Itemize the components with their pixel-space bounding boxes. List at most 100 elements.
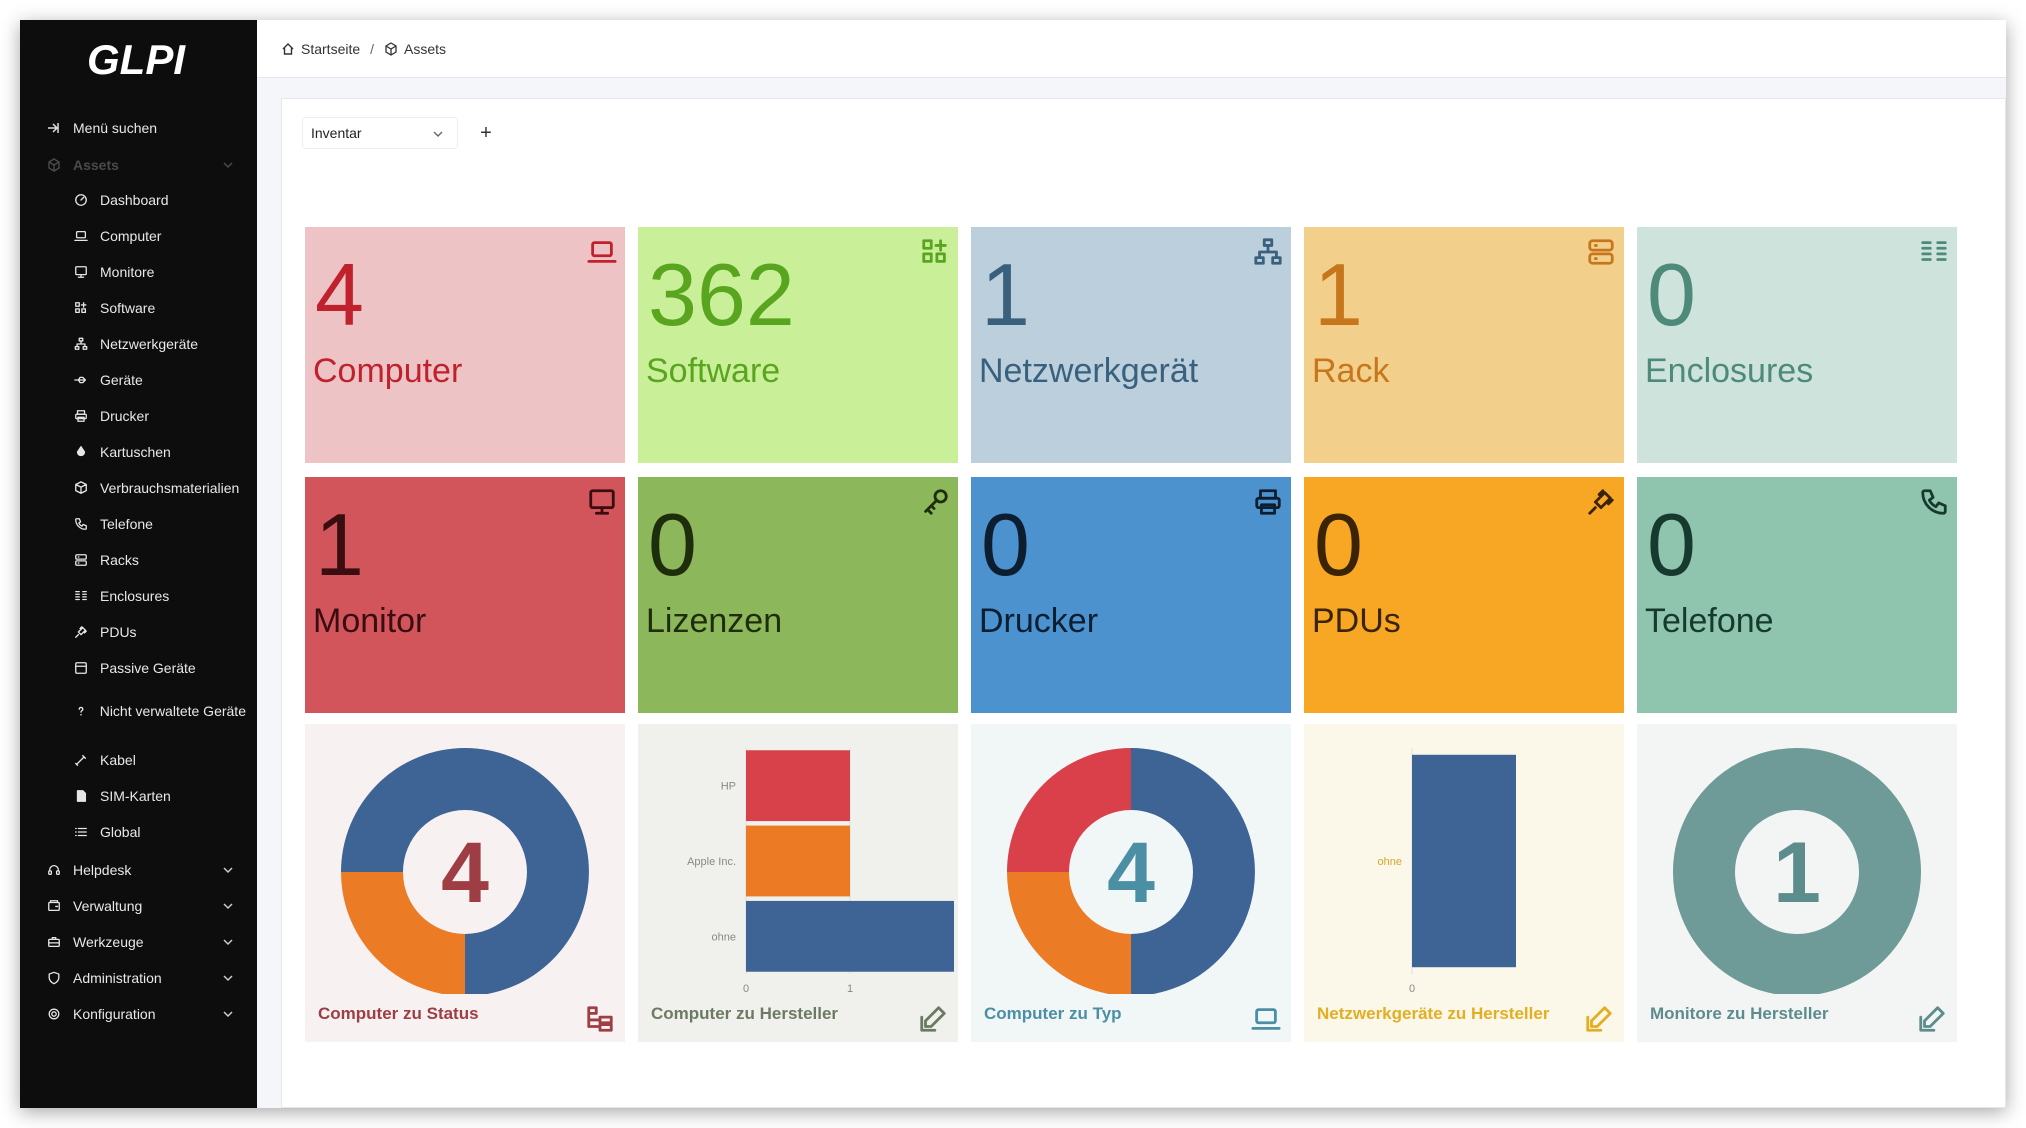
graph-card-title: Computer zu Status xyxy=(318,1004,479,1023)
y-category-label: ohne xyxy=(712,931,736,943)
sidebar-item-label: Kabel xyxy=(100,752,136,768)
sidebar-section-assets[interactable]: Assets xyxy=(20,150,257,180)
hierarchy-icon[interactable] xyxy=(585,1004,615,1034)
stat-card-label: PDUs xyxy=(1312,602,1401,640)
home-icon xyxy=(282,42,294,55)
pie-slice[interactable] xyxy=(341,872,465,994)
edit-icon[interactable] xyxy=(918,1004,948,1034)
sidebar-item-verbrauchsmaterialien[interactable]: Verbrauchsmaterialien xyxy=(20,473,257,503)
stat-card-drucker[interactable]: 0 Drucker xyxy=(971,477,1291,713)
sidebar-item-dashboard[interactable]: Dashboard xyxy=(20,185,257,215)
sidebar-item-drucker[interactable]: Drucker xyxy=(20,401,257,431)
stat-card-netzwerkgerät[interactable]: 1 Netzwerkgerät xyxy=(971,227,1291,463)
sidebar-item-racks[interactable]: Racks xyxy=(20,545,257,575)
stat-card-value: 0 xyxy=(648,495,697,594)
briefcase-icon xyxy=(45,933,63,951)
pie-slice[interactable] xyxy=(341,748,465,872)
sidebar-item-label: Kartuschen xyxy=(100,444,171,460)
pie-slice[interactable] xyxy=(1673,748,1921,994)
sidebar-section-administration[interactable]: Administration xyxy=(20,963,257,993)
stat-card-value: 0 xyxy=(981,495,1030,594)
stat-card-monitor[interactable]: 1 Monitor xyxy=(305,477,625,713)
breadcrumb-home-label: Startseite xyxy=(301,40,361,57)
sidebar-item-label: PDUs xyxy=(100,624,137,640)
server-icon xyxy=(1586,237,1616,267)
sidebar-section-konfiguration[interactable]: Konfiguration xyxy=(20,999,257,1029)
headset-icon xyxy=(45,861,63,879)
sidebar-item-telefone[interactable]: Telefone xyxy=(20,509,257,539)
sidebar-section-verwaltung[interactable]: Verwaltung xyxy=(20,891,257,921)
donut-center-label: 4 xyxy=(1107,825,1155,921)
sidebar-item-passive-geräte[interactable]: Passive Geräte xyxy=(20,653,257,683)
stat-card-value: 362 xyxy=(648,245,795,344)
sidebar-item-netzwerkgeräte[interactable]: Netzwerkgeräte xyxy=(20,329,257,359)
sidebar-section-helpdesk[interactable]: Helpdesk xyxy=(20,855,257,885)
sidebar-item-enclosures[interactable]: Enclosures xyxy=(20,581,257,611)
monitor-icon xyxy=(72,263,90,281)
dashboard-icon xyxy=(72,191,90,209)
pie-slice[interactable] xyxy=(1007,748,1131,872)
sidebar-item-computer[interactable]: Computer xyxy=(20,221,257,251)
stat-card-computer[interactable]: 4 Computer xyxy=(305,227,625,463)
graph-card-title: Netzwerkgeräte zu Hersteller xyxy=(1317,1004,1550,1023)
edit-icon[interactable] xyxy=(1917,1004,1947,1034)
sidebar: GLPI Menü suchen Assets Dashboard Compute… xyxy=(20,20,257,1108)
bar[interactable] xyxy=(1412,754,1516,968)
breadcrumb-assets[interactable]: Assets xyxy=(384,41,446,57)
list-icon xyxy=(72,823,90,841)
sidebar-section-label: Verwaltung xyxy=(73,898,143,914)
plug-icon xyxy=(1586,487,1616,517)
server-icon xyxy=(72,551,90,569)
sidebar-item-pdus[interactable]: PDUs xyxy=(20,617,257,647)
y-category-label: ohne xyxy=(1378,856,1402,868)
stat-card-lizenzen[interactable]: 0 Lizenzen xyxy=(638,477,958,713)
menu-search[interactable]: Menü suchen xyxy=(20,113,257,143)
columns-icon xyxy=(72,587,90,605)
graph-card-monitore-zu-hersteller: 1 Monitore zu Hersteller xyxy=(1637,724,1957,1042)
stat-card-value: 0 xyxy=(1647,245,1696,344)
sidebar-item-monitore[interactable]: Monitore xyxy=(20,257,257,287)
stat-card-label: Netzwerkgerät xyxy=(979,352,1199,390)
glpi-logo[interactable]: GLPI xyxy=(82,34,192,84)
sidebar-item-software[interactable]: Software xyxy=(20,293,257,323)
sidebar-item-global[interactable]: Global xyxy=(20,817,257,847)
graph-card-computer-zu-status: 4 Computer zu Status xyxy=(305,724,625,1042)
bar[interactable] xyxy=(746,900,954,972)
add-dashboard-button[interactable]: + xyxy=(472,119,500,147)
stat-card-value: 0 xyxy=(1314,495,1363,594)
sidebar-item-label: Passive Geräte xyxy=(100,660,196,676)
bar[interactable] xyxy=(746,750,850,822)
stat-card-software[interactable]: 362 Software xyxy=(638,227,958,463)
sidebar-item-nicht-verwaltete-geräte[interactable]: Nicht verwaltete Geräte xyxy=(20,689,257,733)
stat-card-label: Drucker xyxy=(979,602,1099,640)
sidebar-item-label: Enclosures xyxy=(100,588,170,604)
chevron-down-icon xyxy=(433,131,443,137)
pie-slice[interactable] xyxy=(1007,872,1131,994)
edit-icon[interactable] xyxy=(1584,1004,1614,1034)
stat-card-pdus[interactable]: 0 PDUs xyxy=(1304,477,1624,713)
sidebar-item-kabel[interactable]: Kabel xyxy=(20,745,257,775)
sidebar-item-kartuschen[interactable]: Kartuschen xyxy=(20,437,257,467)
menu-search-label: Menü suchen xyxy=(73,120,158,136)
usb-icon xyxy=(72,371,90,389)
pie-slice[interactable] xyxy=(465,748,589,994)
sim-icon xyxy=(72,787,90,805)
chevron-down-icon xyxy=(223,162,233,169)
stat-card-telefone[interactable]: 0 Telefone xyxy=(1637,477,1957,713)
breadcrumb-home[interactable]: Startseite xyxy=(281,41,360,57)
laptop-icon[interactable] xyxy=(1251,1004,1281,1034)
pie-slice[interactable] xyxy=(1131,748,1255,994)
sidebar-section-werkzeuge[interactable]: Werkzeuge xyxy=(20,927,257,957)
svg-text:GLPI: GLPI xyxy=(87,36,186,83)
stat-card-enclosures[interactable]: 0 Enclosures xyxy=(1637,227,1957,463)
sidebar-item-sim-karten[interactable]: SIM-Karten xyxy=(20,781,257,811)
sidebar-section-assets-label: Assets xyxy=(73,157,119,173)
network-icon xyxy=(72,335,90,353)
dashboard-select[interactable]: Inventar xyxy=(302,117,458,149)
plus-icon: + xyxy=(480,121,492,144)
bar[interactable] xyxy=(746,825,850,897)
chart: 4 xyxy=(341,748,589,994)
stat-card-rack[interactable]: 1 Rack xyxy=(1304,227,1624,463)
chart: 4 xyxy=(1007,748,1255,994)
sidebar-item-geräte[interactable]: Geräte xyxy=(20,365,257,395)
